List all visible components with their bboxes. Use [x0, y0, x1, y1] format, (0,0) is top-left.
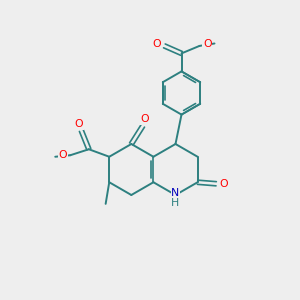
- Text: O: O: [220, 179, 228, 189]
- Text: O: O: [140, 114, 148, 124]
- Text: H: H: [171, 198, 180, 208]
- Text: O: O: [203, 39, 212, 50]
- Text: O: O: [75, 119, 83, 129]
- Text: N: N: [171, 188, 180, 199]
- Text: O: O: [153, 39, 161, 50]
- Text: O: O: [58, 150, 67, 160]
